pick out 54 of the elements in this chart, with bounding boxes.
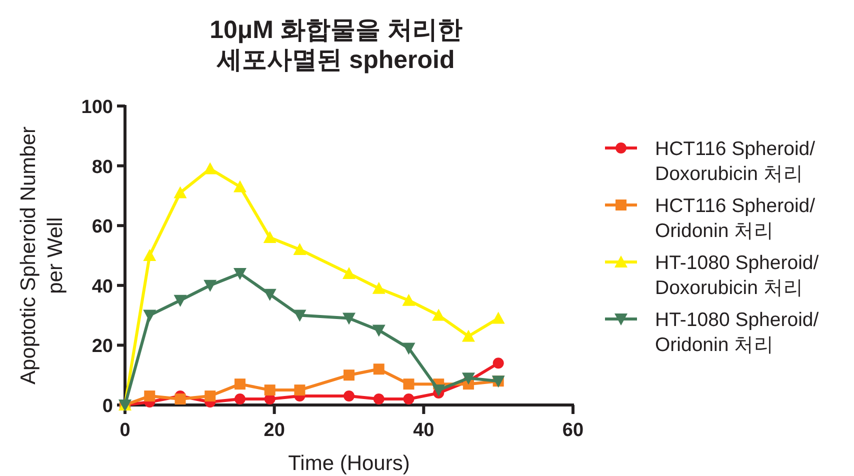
y-axis-title: Apoptotic Spheroid Number per Well	[17, 126, 67, 384]
point	[372, 324, 386, 337]
legend-label: HCT116 Spheroid/ Oridonin 처리	[655, 195, 816, 242]
y-tick-label: 60	[92, 216, 113, 238]
legend-label: HT-1080 Spheroid/ Doxorubicin 처리	[655, 252, 820, 299]
x-tick-label: 0	[120, 420, 130, 441]
point	[143, 249, 156, 261]
point	[204, 390, 216, 402]
chart-title: 10μM 화합물을 처리한 세포사멸된 spheroid	[210, 16, 462, 74]
point	[432, 384, 446, 397]
point	[402, 342, 416, 355]
x-tick-label: 20	[264, 420, 285, 441]
y-tick-label: 0	[102, 396, 113, 417]
point	[204, 280, 217, 292]
x-axis-title: Time (Hours)	[288, 452, 410, 475]
y-tick-label: 40	[92, 276, 113, 298]
point	[293, 243, 306, 256]
point	[234, 378, 246, 390]
point	[373, 364, 384, 375]
point	[293, 310, 306, 322]
point	[174, 186, 187, 198]
point	[403, 378, 414, 390]
x-tick-label: 40	[413, 420, 434, 441]
point	[263, 231, 276, 244]
y-tick-label: 100	[81, 97, 113, 118]
point	[462, 372, 475, 385]
point	[492, 358, 504, 369]
point	[432, 308, 446, 321]
point	[402, 294, 416, 306]
point	[264, 384, 276, 396]
point	[263, 288, 276, 301]
point	[462, 330, 475, 342]
point	[373, 394, 384, 405]
y-tick-label: 80	[92, 156, 113, 178]
point	[403, 394, 414, 405]
point	[204, 162, 217, 174]
legend-label: HCT116 Spheroid/ Doxorubicin 처리	[655, 138, 816, 185]
point	[492, 312, 505, 324]
point	[233, 268, 246, 280]
point	[143, 310, 156, 322]
point	[344, 370, 354, 381]
point	[233, 180, 246, 192]
point	[294, 384, 306, 396]
point	[174, 394, 186, 405]
x-tick-label: 60	[562, 420, 584, 441]
point	[342, 312, 356, 325]
point	[144, 390, 156, 402]
y-tick-label: 20	[92, 336, 113, 358]
point	[174, 294, 187, 307]
point	[344, 390, 354, 402]
point	[372, 282, 386, 294]
point	[234, 394, 246, 405]
point	[342, 266, 356, 279]
legend-label: HT-1080 Spheroid/ Oridonin 처리	[655, 309, 820, 356]
